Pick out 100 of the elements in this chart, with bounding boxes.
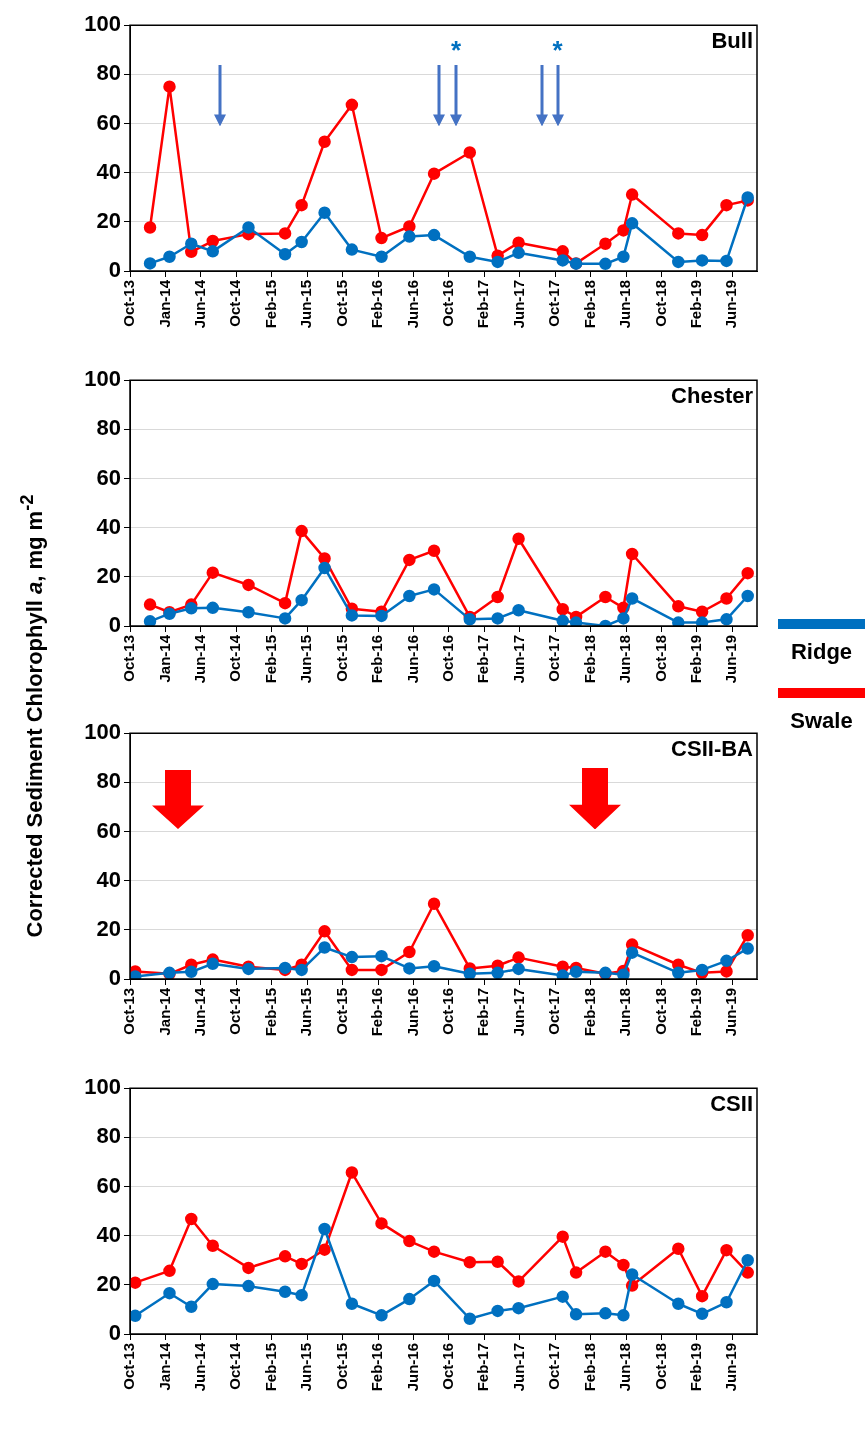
x-tick-label: Feb-17	[474, 1343, 492, 1392]
y-tick-label: 20	[96, 915, 121, 941]
x-tick-label: Jan-14	[155, 1342, 173, 1391]
y-tick-label: 0	[108, 257, 121, 283]
x-tick-label: Jun-15	[297, 1343, 315, 1392]
y-tick-label: 80	[96, 60, 121, 86]
x-tick-label: Oct-14	[226, 279, 244, 327]
x-tick-label: Oct-16	[439, 988, 457, 1035]
x-tick-label: Jan-14	[155, 634, 173, 683]
x-tick-label: Jun-16	[403, 635, 421, 684]
x-tick-label: Feb-16	[368, 1343, 386, 1392]
x-tick-label: Oct-13	[120, 1343, 138, 1390]
y-tick-label: 40	[96, 513, 121, 539]
x-tick-label: Feb-15	[261, 635, 279, 684]
x-tick-label: Jun-14	[191, 987, 208, 1037]
x-tick-label: Feb-19	[687, 1343, 705, 1392]
x-tick-label: Jun-14	[191, 634, 208, 684]
x-tick-label: Jun-17	[509, 280, 527, 329]
x-tick-label: Oct-18	[651, 1343, 669, 1390]
chart-title: Chester	[671, 383, 754, 409]
y-tick-label: 100	[84, 11, 121, 37]
y-tick-label: 80	[96, 768, 121, 794]
x-tick-label: Oct-13	[120, 280, 138, 327]
y-tick-label: 0	[108, 612, 121, 638]
x-tick-label: Jun-19	[722, 280, 740, 329]
x-tick-label: Jun-14	[191, 1342, 208, 1392]
y-tick-label: 60	[96, 464, 121, 490]
x-tick-label: Oct-17	[545, 635, 563, 682]
annotation: *	[450, 35, 462, 66]
y-tick-label: 60	[96, 1172, 121, 1198]
x-tick-label: Jun-18	[616, 635, 634, 684]
y-tick-label: 20	[96, 562, 121, 588]
y-tick-label: 100	[84, 719, 121, 745]
x-tick-label: Jun-16	[403, 1343, 421, 1392]
x-tick-label: Oct-16	[439, 280, 457, 327]
x-tick-label: Jun-19	[722, 988, 740, 1037]
x-tick-label: Feb-18	[580, 635, 598, 684]
x-tick-label: Jun-15	[297, 988, 315, 1037]
chart-title: CSII	[710, 1091, 753, 1117]
x-tick-label: Oct-16	[439, 1343, 457, 1390]
x-tick-label: Feb-15	[261, 988, 279, 1037]
x-tick-label: Feb-19	[687, 988, 705, 1037]
x-tick-label: Jun-18	[616, 1343, 634, 1392]
x-tick-label: Oct-15	[332, 635, 350, 682]
x-tick-label: Jun-14	[191, 279, 208, 329]
legend-label: Ridge	[789, 639, 854, 665]
x-tick-label: Oct-16	[439, 635, 457, 682]
x-tick-label: Oct-18	[651, 988, 669, 1035]
x-tick-label: Oct-17	[545, 1343, 563, 1390]
x-tick-label: Jun-19	[722, 1343, 740, 1392]
x-tick-label: Feb-18	[580, 280, 598, 329]
x-tick-label: Feb-16	[368, 635, 386, 684]
x-tick-label: Oct-14	[226, 1342, 244, 1390]
x-tick-label: Feb-18	[580, 1343, 598, 1392]
y-tick-label: 100	[84, 1074, 121, 1100]
x-tick-label: Oct-14	[226, 634, 244, 682]
x-tick-label: Oct-15	[332, 988, 350, 1035]
x-tick-label: Jun-17	[509, 988, 527, 1037]
x-tick-label: Oct-17	[545, 280, 563, 327]
y-tick-label: 0	[108, 965, 121, 991]
x-tick-label: Feb-15	[261, 280, 279, 329]
y-tick-label: 80	[96, 415, 121, 441]
x-tick-label: Jun-19	[722, 635, 740, 684]
x-tick-label: Jun-15	[297, 635, 315, 684]
x-tick-label: Jun-17	[509, 635, 527, 684]
x-tick-label: Feb-15	[261, 1343, 279, 1392]
x-tick-label: Jan-14	[155, 279, 173, 328]
y-tick-label: 60	[96, 109, 121, 135]
y-tick-label: 20	[96, 1270, 121, 1296]
x-tick-label: Jan-14	[155, 987, 173, 1036]
y-tick-label: 100	[84, 366, 121, 392]
x-tick-label: Feb-17	[474, 988, 492, 1037]
y-tick-label: 60	[96, 817, 121, 843]
chart-title: CSII-BA	[671, 736, 754, 762]
x-tick-label: Jun-16	[403, 988, 421, 1037]
x-tick-label: Oct-15	[332, 1343, 350, 1390]
x-tick-label: Oct-18	[651, 280, 669, 327]
x-tick-label: Feb-19	[687, 280, 705, 329]
x-tick-label: Oct-15	[332, 280, 350, 327]
x-tick-label: Oct-18	[651, 635, 669, 682]
legend-label: Swale	[789, 708, 854, 734]
x-tick-label: Feb-17	[474, 635, 492, 684]
x-tick-label: Jun-15	[297, 280, 315, 329]
x-tick-label: Jun-18	[616, 988, 634, 1037]
x-tick-label: Feb-17	[474, 280, 492, 329]
y-tick-label: 80	[96, 1123, 121, 1149]
y-tick-label: 40	[96, 158, 121, 184]
x-tick-label: Feb-16	[368, 988, 386, 1037]
x-tick-label: Oct-13	[120, 635, 138, 682]
x-tick-label: Jun-17	[509, 1343, 527, 1392]
x-tick-label: Jun-16	[403, 280, 421, 329]
x-tick-label: Oct-14	[226, 987, 244, 1035]
annotation: *	[552, 35, 564, 66]
chart-title: Bull	[711, 28, 753, 54]
y-tick-label: 0	[108, 1320, 121, 1346]
x-tick-label: Feb-19	[687, 635, 705, 684]
y-tick-label: 40	[96, 1221, 121, 1247]
x-tick-label: Feb-18	[580, 988, 598, 1037]
x-tick-label: Jun-18	[616, 280, 634, 329]
y-tick-label: 20	[96, 207, 121, 233]
